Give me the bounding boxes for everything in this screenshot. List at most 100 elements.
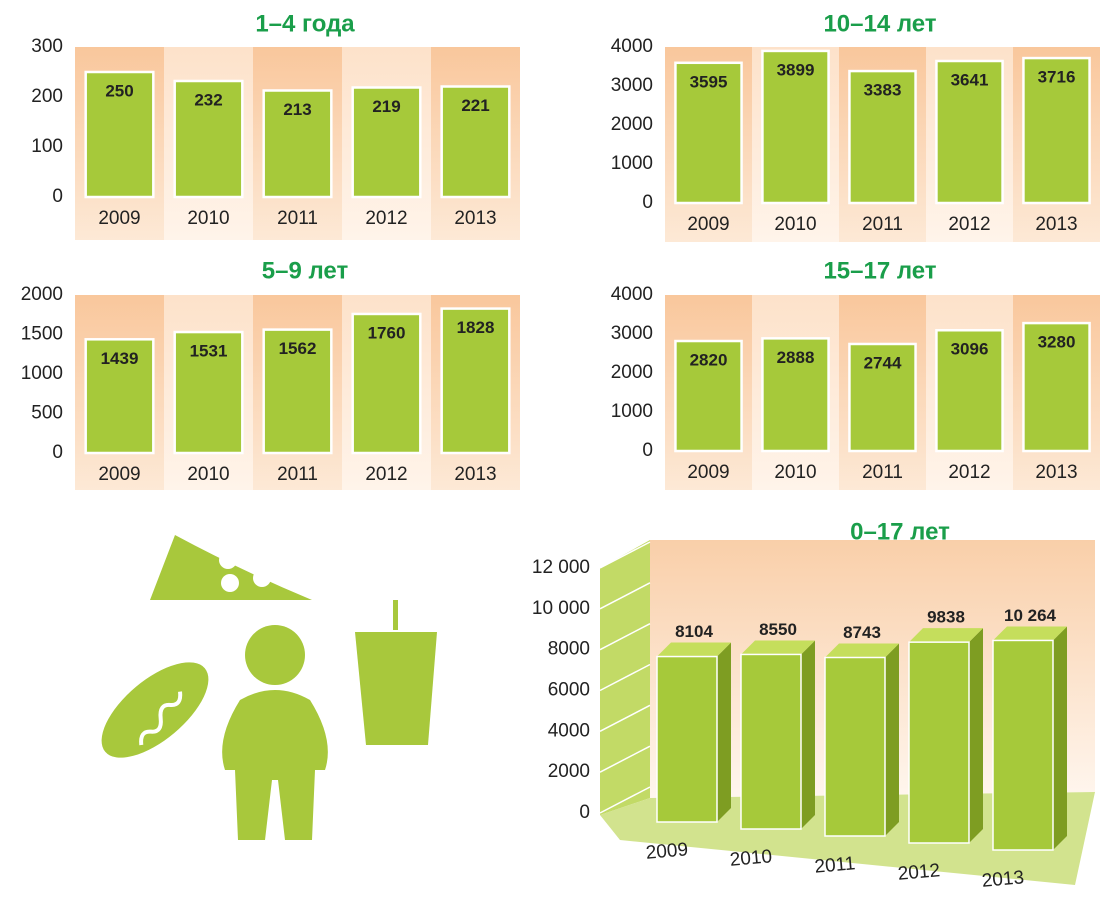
x-tick-label: 2013	[454, 208, 496, 229]
y-tick-label: 0	[52, 442, 63, 463]
y-tick-label: 3000	[611, 75, 653, 96]
food-icons	[101, 535, 437, 840]
y-tick	[599, 623, 651, 651]
hotdog-mustard	[139, 691, 183, 746]
value-label: 2744	[864, 353, 902, 372]
bar	[935, 329, 1004, 453]
bar	[1022, 56, 1091, 205]
pizza-topping	[219, 551, 237, 569]
pizza-topping	[221, 574, 239, 592]
bar-top	[993, 626, 1067, 641]
value-label: 9838	[927, 608, 965, 627]
bar	[440, 307, 511, 455]
y-tick-label: 8000	[548, 639, 590, 660]
value-label: 10 264	[1004, 606, 1057, 625]
value-label: 3096	[951, 340, 989, 359]
hotdog	[101, 662, 209, 758]
value-label: 8743	[843, 623, 881, 642]
y-tick-label: 0	[52, 186, 63, 207]
x-tick-label: 2010	[774, 462, 816, 483]
bar	[1022, 321, 1091, 453]
y-tick-label: 200	[31, 86, 63, 107]
x-tick-label: 2009	[645, 839, 689, 864]
bar	[84, 338, 155, 455]
bar-side	[1053, 626, 1067, 850]
figure-head	[245, 625, 305, 685]
value-label: 221	[461, 96, 489, 115]
chart-title: 10–14 лет	[823, 10, 936, 37]
chart-title: 15–17 лет	[823, 257, 936, 284]
bar-top	[825, 643, 899, 658]
x-tick-label: 2009	[98, 464, 140, 485]
y-tick-label: 2000	[611, 114, 653, 135]
y-tick-label: 10 000	[532, 598, 590, 619]
value-label: 3716	[1038, 68, 1076, 87]
bar	[656, 655, 718, 823]
bar-side	[969, 628, 983, 843]
chart-title: 0–17 лет	[850, 518, 950, 545]
value-label: 1531	[190, 342, 228, 361]
bar	[173, 79, 244, 199]
chart-title: 1–4 года	[255, 10, 355, 37]
y-tick-label: 2000	[611, 362, 653, 383]
bar	[351, 312, 422, 455]
x-tick-label: 2011	[862, 462, 903, 483]
y-tick-label: 500	[31, 403, 63, 424]
x-tick-label: 2013	[1035, 214, 1077, 235]
x-tick-label: 2009	[687, 462, 729, 483]
y-tick-label: 2000	[548, 761, 590, 782]
y-tick	[599, 745, 651, 773]
bar-side	[885, 643, 899, 836]
bar	[440, 85, 511, 199]
y-tick-label: 3000	[611, 323, 653, 344]
bar	[908, 641, 970, 844]
x-tick-label: 2013	[1035, 462, 1077, 483]
y-tick-label: 1000	[21, 363, 63, 384]
cup	[355, 632, 437, 745]
y-tick-label: 0	[642, 440, 653, 461]
x-tick-label: 2013	[981, 867, 1025, 892]
x-tick-label: 2012	[365, 464, 407, 485]
x-tick-label: 2009	[98, 208, 140, 229]
value-label: 3899	[777, 60, 815, 79]
figure-body	[222, 690, 328, 840]
bar	[262, 89, 333, 199]
bar	[848, 69, 917, 205]
x-tick-label: 2009	[687, 214, 729, 235]
value-label: 219	[372, 97, 400, 116]
y-tick-label: 4000	[611, 36, 653, 57]
y-tick-label: 1500	[21, 324, 63, 345]
value-label: 213	[283, 100, 311, 119]
bar	[351, 86, 422, 199]
x-tick-label: 2012	[365, 208, 407, 229]
y-tick	[599, 786, 651, 814]
x-tick-label: 2012	[897, 860, 941, 885]
y-tick-label: 0	[642, 192, 653, 213]
bar-top	[657, 642, 731, 657]
chart-title: 5–9 лет	[262, 257, 349, 284]
y-tick	[599, 541, 651, 569]
value-label: 3383	[864, 81, 902, 100]
y-tick-label: 4000	[548, 720, 590, 741]
y-tick-label: 1000	[611, 153, 653, 174]
value-label: 3280	[1038, 333, 1076, 352]
bar	[761, 49, 830, 205]
bar	[935, 59, 1004, 205]
bar-side	[717, 642, 731, 822]
x-tick-label: 2011	[277, 464, 318, 485]
y-tick	[599, 663, 651, 692]
value-label: 1760	[368, 323, 406, 342]
x-tick-label: 2011	[277, 208, 318, 229]
value-label: 3595	[690, 72, 728, 91]
x-tick-label: 2011	[862, 214, 903, 235]
y-tick-label: 1000	[611, 401, 653, 422]
value-label: 2820	[690, 351, 728, 370]
bar	[674, 61, 743, 205]
y-tick-label: 0	[579, 802, 590, 823]
bar-side	[801, 640, 815, 829]
y-tick	[599, 582, 651, 610]
bar	[761, 337, 830, 453]
value-label: 1828	[457, 318, 495, 337]
bar	[824, 656, 886, 837]
